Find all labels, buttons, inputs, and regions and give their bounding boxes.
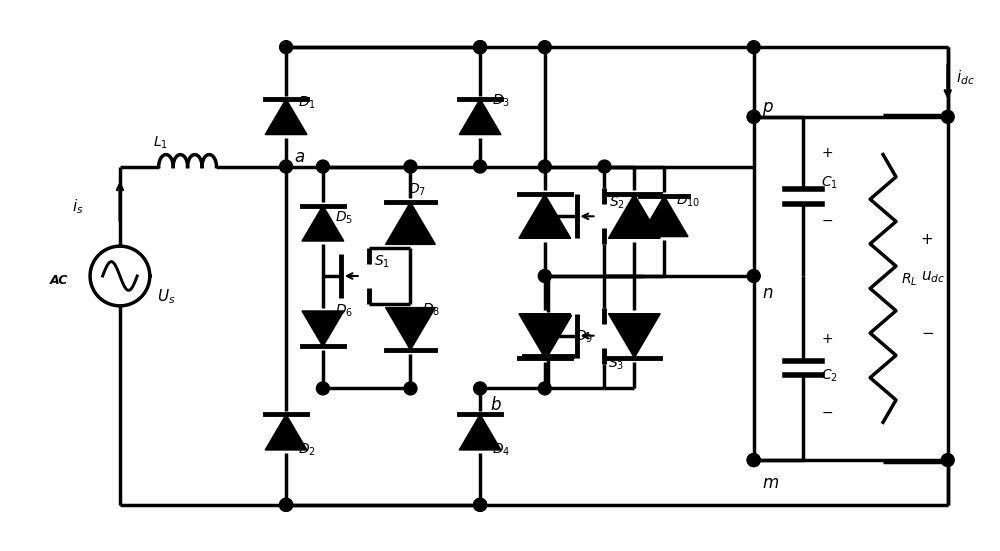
Polygon shape xyxy=(386,202,435,245)
Text: $L_1$: $L_1$ xyxy=(153,134,168,151)
Text: $u_{dc}$: $u_{dc}$ xyxy=(921,269,945,285)
Circle shape xyxy=(941,110,954,123)
Circle shape xyxy=(474,498,487,511)
Circle shape xyxy=(474,41,487,53)
Circle shape xyxy=(747,41,760,53)
Text: $-$: $-$ xyxy=(821,405,834,419)
Text: $C_1$: $C_1$ xyxy=(821,175,838,191)
Polygon shape xyxy=(459,414,501,450)
Circle shape xyxy=(280,160,293,173)
Circle shape xyxy=(280,498,293,511)
Text: $D_2$: $D_2$ xyxy=(298,442,316,458)
Text: $S_2$: $S_2$ xyxy=(609,195,625,210)
Text: $D_5$: $D_5$ xyxy=(335,209,353,226)
Circle shape xyxy=(747,453,760,467)
Polygon shape xyxy=(459,99,501,134)
Circle shape xyxy=(474,382,487,395)
Circle shape xyxy=(474,160,487,173)
Circle shape xyxy=(404,160,417,173)
Polygon shape xyxy=(608,314,660,358)
Circle shape xyxy=(747,110,760,123)
Polygon shape xyxy=(608,195,660,238)
Text: $D_9$: $D_9$ xyxy=(575,328,593,345)
Circle shape xyxy=(747,269,760,283)
Polygon shape xyxy=(524,315,572,356)
Text: $D_7$: $D_7$ xyxy=(408,181,427,198)
Polygon shape xyxy=(519,195,571,238)
Polygon shape xyxy=(640,196,688,236)
Text: $a$: $a$ xyxy=(294,148,305,166)
Text: $p$: $p$ xyxy=(762,100,774,118)
Text: $-$: $-$ xyxy=(821,213,834,227)
Circle shape xyxy=(538,41,551,53)
Text: $n$: $n$ xyxy=(762,284,773,302)
Text: AC: AC xyxy=(50,274,69,287)
Text: $b$: $b$ xyxy=(490,396,502,414)
Text: $m$: $m$ xyxy=(762,474,779,492)
Text: $R_L$: $R_L$ xyxy=(901,272,917,288)
Circle shape xyxy=(747,453,760,467)
Circle shape xyxy=(316,160,329,173)
Text: +: + xyxy=(921,231,934,247)
Text: $D_{10}$: $D_{10}$ xyxy=(676,192,700,209)
Text: $-$: $-$ xyxy=(921,324,934,339)
Text: $C_2$: $C_2$ xyxy=(821,368,838,385)
Text: $U_s$: $U_s$ xyxy=(157,287,175,306)
Text: $D_4$: $D_4$ xyxy=(492,442,510,458)
Circle shape xyxy=(598,160,611,173)
Text: +: + xyxy=(821,145,833,160)
Text: $S_3$: $S_3$ xyxy=(608,355,625,372)
Circle shape xyxy=(280,41,293,53)
Circle shape xyxy=(280,498,293,511)
Circle shape xyxy=(747,110,760,123)
Polygon shape xyxy=(302,311,344,347)
Circle shape xyxy=(404,382,417,395)
Circle shape xyxy=(474,498,487,511)
Circle shape xyxy=(474,41,487,53)
Polygon shape xyxy=(302,206,344,241)
Text: $D_8$: $D_8$ xyxy=(422,302,441,318)
Text: +: + xyxy=(821,332,833,346)
Polygon shape xyxy=(265,99,307,134)
Circle shape xyxy=(538,269,551,283)
Text: $S_1$: $S_1$ xyxy=(374,254,390,271)
Text: $i_{dc}$: $i_{dc}$ xyxy=(956,68,974,87)
Circle shape xyxy=(316,382,329,395)
Text: $D_3$: $D_3$ xyxy=(492,93,510,109)
Circle shape xyxy=(538,382,551,395)
Text: $D_1$: $D_1$ xyxy=(298,95,316,111)
Circle shape xyxy=(941,453,954,467)
Text: $D_6$: $D_6$ xyxy=(335,303,353,319)
Polygon shape xyxy=(386,307,435,350)
Polygon shape xyxy=(265,414,307,450)
Polygon shape xyxy=(519,314,571,358)
Text: $i_s$: $i_s$ xyxy=(72,197,84,216)
Circle shape xyxy=(538,160,551,173)
